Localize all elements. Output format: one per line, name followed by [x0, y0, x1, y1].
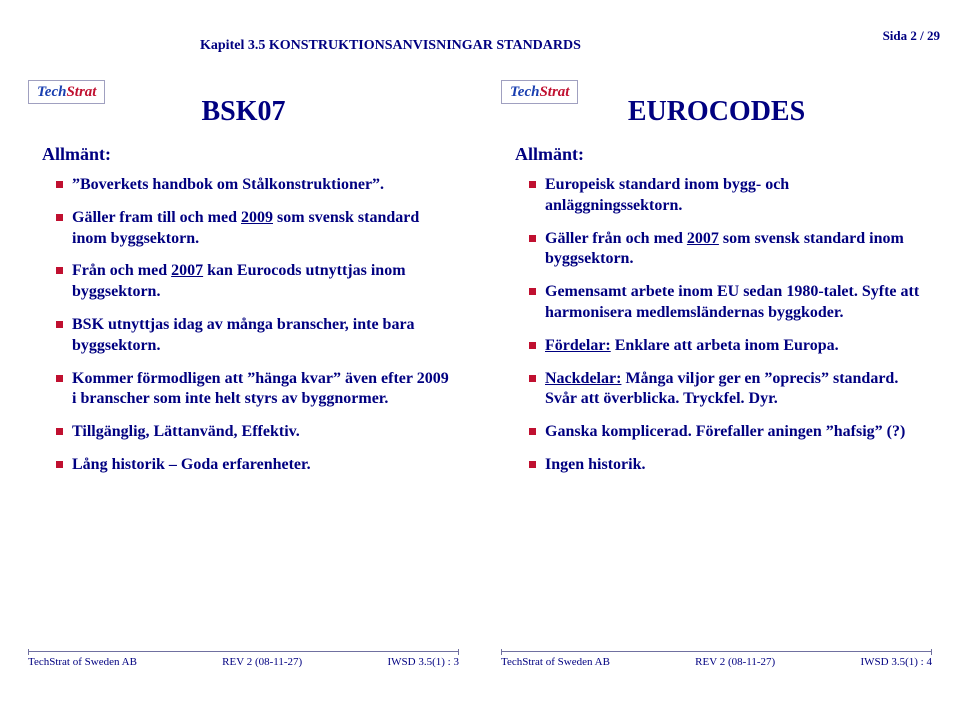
- footer-code: IWSD 3.5(1) : 3: [387, 656, 459, 668]
- footer-rev: REV 2 (08-11-27): [695, 656, 775, 668]
- bullet-list-left: ”Boverkets handbok om Stålkonstruktioner…: [42, 175, 453, 476]
- slide-footer-left: TechStrat of Sweden AB REV 2 (08-11-27) …: [28, 651, 459, 668]
- list-item: Europeisk standard inom bygg- och anlägg…: [529, 175, 926, 217]
- footer-company: TechStrat of Sweden AB: [501, 656, 610, 668]
- slide-bsk07: TechStrat BSK07 Allmänt: ”Boverkets hand…: [14, 70, 473, 680]
- list-item: Gemensamt arbete inom EU sedan 1980-tale…: [529, 282, 926, 324]
- page-number: Sida 2 / 29: [883, 28, 940, 44]
- section-label-left: Allmänt:: [42, 144, 453, 165]
- list-item: Nackdelar: Många viljor ger en ”oprecis”…: [529, 369, 926, 411]
- slide-content-left: Allmänt: ”Boverkets handbok om Stålkonst…: [42, 144, 453, 488]
- footer-rev: REV 2 (08-11-27): [222, 656, 302, 668]
- list-item: Gäller från och med 2007 som svensk stan…: [529, 229, 926, 271]
- chapter-title: Kapitel 3.5 KONSTRUKTIONSANVISNINGAR STA…: [200, 38, 581, 54]
- list-item: Lång historik – Goda erfarenheter.: [56, 455, 453, 476]
- list-item: Tillgänglig, Lättanvänd, Effektiv.: [56, 422, 453, 443]
- slide-content-right: Allmänt: Europeisk standard inom bygg- o…: [515, 144, 926, 488]
- bullet-list-right: Europeisk standard inom bygg- och anlägg…: [515, 175, 926, 476]
- list-item: Från och med 2007 kan Eurocods utnyttjas…: [56, 261, 453, 303]
- list-item: BSK utnyttjas idag av många branscher, i…: [56, 315, 453, 357]
- list-item: Kommer förmodligen att ”hänga kvar” även…: [56, 369, 453, 411]
- list-item: Fördelar: Enklare att arbeta inom Europa…: [529, 336, 926, 357]
- slide-eurocodes: TechStrat EUROCODES Allmänt: Europeisk s…: [487, 70, 946, 680]
- list-item: Ganska komplicerad. Förefaller aningen ”…: [529, 422, 926, 443]
- section-label-right: Allmänt:: [515, 144, 926, 165]
- slide-footer-right: TechStrat of Sweden AB REV 2 (08-11-27) …: [501, 651, 932, 668]
- slide-title-right: EUROCODES: [487, 96, 946, 128]
- slides-row: TechStrat BSK07 Allmänt: ”Boverkets hand…: [14, 70, 946, 680]
- footer-company: TechStrat of Sweden AB: [28, 656, 137, 668]
- slide-title-left: BSK07: [14, 96, 473, 128]
- footer-code: IWSD 3.5(1) : 4: [860, 656, 932, 668]
- list-item: Gäller fram till och med 2009 som svensk…: [56, 208, 453, 250]
- list-item: Ingen historik.: [529, 455, 926, 476]
- list-item: ”Boverkets handbok om Stålkonstruktioner…: [56, 175, 453, 196]
